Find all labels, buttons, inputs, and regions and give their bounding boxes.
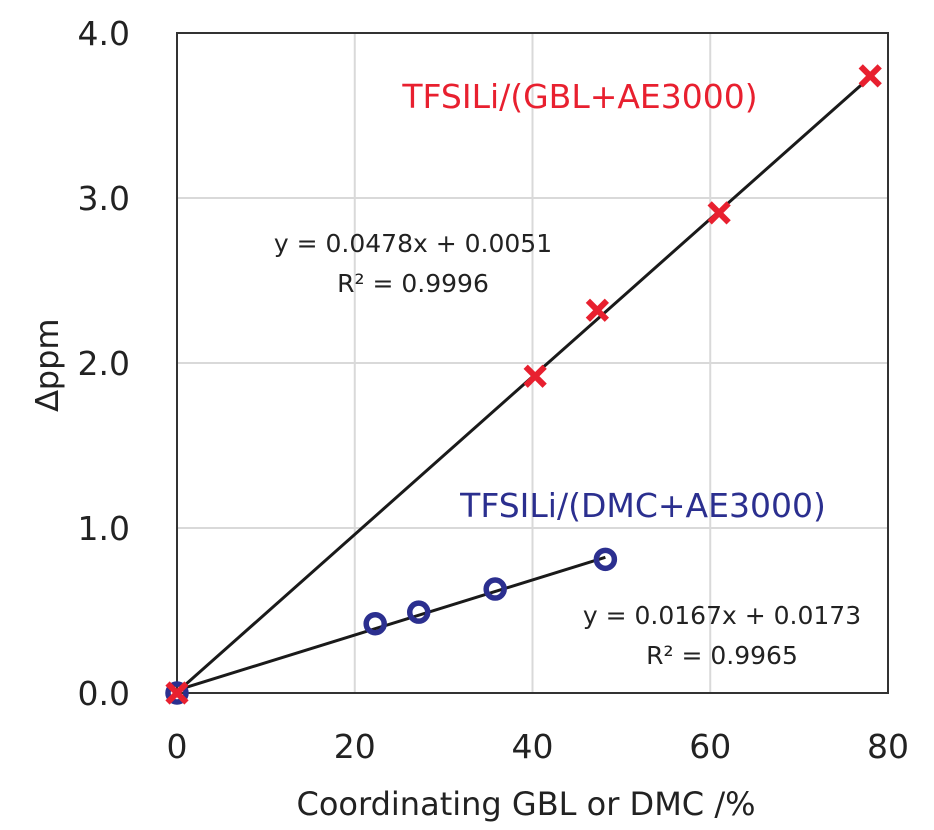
data-point-circle [406,600,431,624]
fit-line-series-1 [176,555,606,692]
data-point-cross [523,364,547,388]
data-point-circle [483,577,507,601]
data-markers [165,64,882,705]
y-tick-label: 0.0 [78,674,130,713]
fit-equation-dmc: y = 0.0167x + 0.0173 [583,601,861,630]
tick-labels: 0 20 40 60 80 0.0 1.0 2.0 3.0 4.0 [78,14,909,766]
x-axis-title: Coordinating GBL or DMC /% [297,785,756,823]
plot-area-frame [176,32,889,694]
fit-r2-dmc: R² = 0.9965 [646,641,798,670]
data-point-cross [858,64,882,88]
y-axis-title: ∆ppm [28,318,66,412]
y-tick-label: 4.0 [78,14,130,53]
series-label-dmc: TFSILi/(DMC+AE3000) [459,486,826,525]
data-point-circle [165,681,189,705]
data-point-circle [593,547,618,572]
grid [176,32,889,694]
x-tick-label: 40 [512,727,554,766]
x-tick-label: 20 [334,727,376,766]
series-label-gbl: TFSILi/(GBL+AE3000) [401,77,757,116]
x-tick-label: 60 [689,727,731,766]
y-tick-label: 2.0 [78,344,130,383]
x-tick-label: 0 [167,727,188,766]
data-point-cross [707,201,731,225]
y-tick-label: 1.0 [78,509,130,548]
y-tick-label: 3.0 [78,179,130,218]
data-point-cross [165,681,189,705]
fit-line-series-0 [176,75,872,694]
data-point-circle [363,611,387,636]
fit-equation-gbl: y = 0.0478x + 0.0051 [274,229,552,258]
x-tick-label: 80 [867,727,909,766]
data-point-cross [585,298,610,322]
fit-lines [176,75,872,694]
fit-r2-gbl: R² = 0.9996 [337,269,489,298]
